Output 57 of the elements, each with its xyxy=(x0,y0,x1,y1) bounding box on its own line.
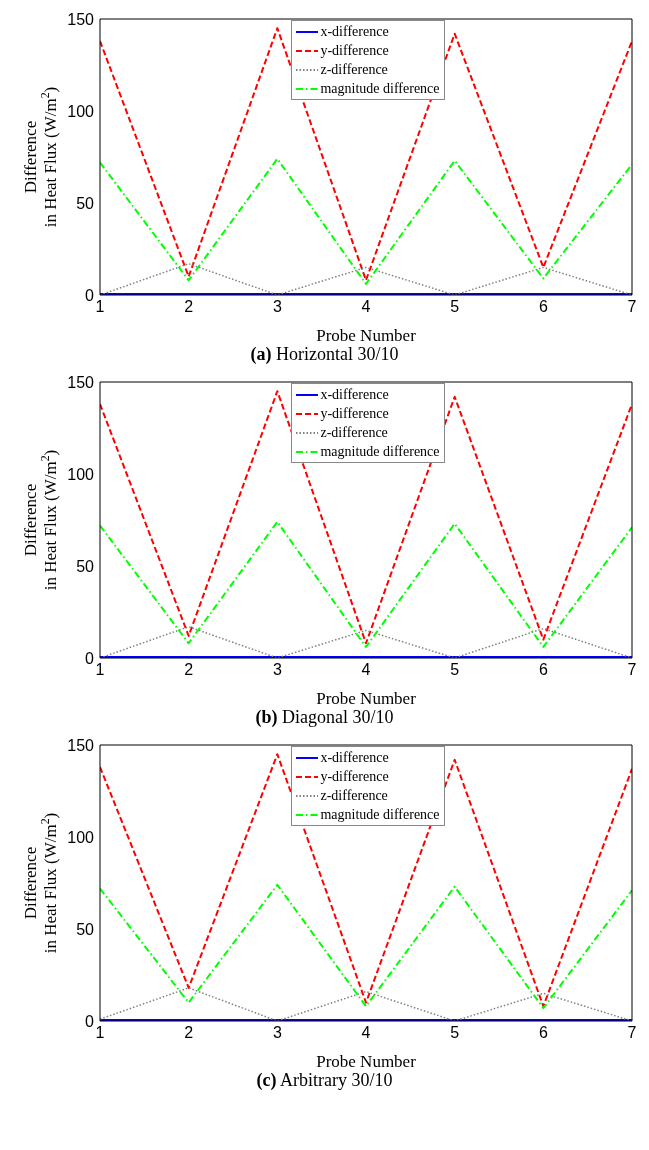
x-tick-label: 7 xyxy=(627,298,637,316)
x-tick-label: 3 xyxy=(272,661,282,679)
y-tick-label: 0 xyxy=(85,649,95,667)
y-tick-label: 100 xyxy=(67,828,95,846)
legend-label: y-difference xyxy=(320,42,389,60)
y-tick-label: 50 xyxy=(76,194,95,212)
legend-label: z-difference xyxy=(320,424,388,442)
x-axis-title: Probe Number xyxy=(316,1052,417,1071)
line-series xyxy=(100,27,632,282)
legend-label: magnitude difference xyxy=(320,806,440,824)
legend-label: y-difference xyxy=(320,405,389,423)
y-tick-label: 0 xyxy=(85,286,95,304)
x-tick-label: 7 xyxy=(627,1024,637,1042)
y-tick-label: 50 xyxy=(76,557,95,575)
x-tick-label: 1 xyxy=(95,1024,105,1042)
legend-label: magnitude difference xyxy=(320,443,440,461)
x-axis-title: Probe Number xyxy=(316,689,417,708)
x-tick-label: 4 xyxy=(361,661,371,679)
x-tick-label: 5 xyxy=(450,661,460,679)
x-tick-label: 2 xyxy=(184,661,194,679)
x-tick-label: 6 xyxy=(538,298,548,316)
x-tick-label: 5 xyxy=(450,298,460,316)
y-tick-label: 150 xyxy=(67,373,95,391)
text: (b) Diagonal 30/10 xyxy=(255,707,394,727)
y-tick-label: 0 xyxy=(85,1012,95,1030)
legend-label: z-difference xyxy=(320,61,388,79)
x-tick-label: 6 xyxy=(538,1024,548,1042)
legend-label: x-difference xyxy=(320,749,389,767)
line-series xyxy=(100,753,632,1008)
x-tick-label: 4 xyxy=(361,1024,371,1042)
x-tick-label: 3 xyxy=(272,298,282,316)
legend-label: z-difference xyxy=(320,787,388,805)
y-tick-label: 100 xyxy=(67,102,95,120)
text: (a) Horizontal 30/10 xyxy=(250,344,399,364)
x-tick-label: 4 xyxy=(361,298,371,316)
line-series xyxy=(100,883,632,1010)
legend-label: x-difference xyxy=(320,386,389,404)
y-tick-label: 100 xyxy=(67,465,95,483)
x-tick-label: 2 xyxy=(184,1024,194,1042)
y-tick-label: 50 xyxy=(76,920,95,938)
x-tick-label: 7 xyxy=(627,661,637,679)
x-tick-label: 5 xyxy=(450,1024,460,1042)
x-tick-label: 1 xyxy=(95,661,105,679)
text: (c) Arbitrary 30/10 xyxy=(256,1070,393,1090)
line-series xyxy=(100,157,632,285)
legend-label: y-difference xyxy=(320,768,389,786)
y-tick-label: 150 xyxy=(67,736,95,754)
legend-label: x-difference xyxy=(320,23,389,41)
x-tick-label: 3 xyxy=(272,1024,282,1042)
legend-label: magnitude difference xyxy=(320,80,440,98)
y-tick-label: 150 xyxy=(67,10,95,28)
x-tick-label: 2 xyxy=(184,298,194,316)
line-series xyxy=(100,390,632,645)
line-series xyxy=(100,520,632,648)
x-tick-label: 6 xyxy=(538,661,548,679)
x-tick-label: 1 xyxy=(95,298,105,316)
x-axis-title: Probe Number xyxy=(316,326,417,345)
